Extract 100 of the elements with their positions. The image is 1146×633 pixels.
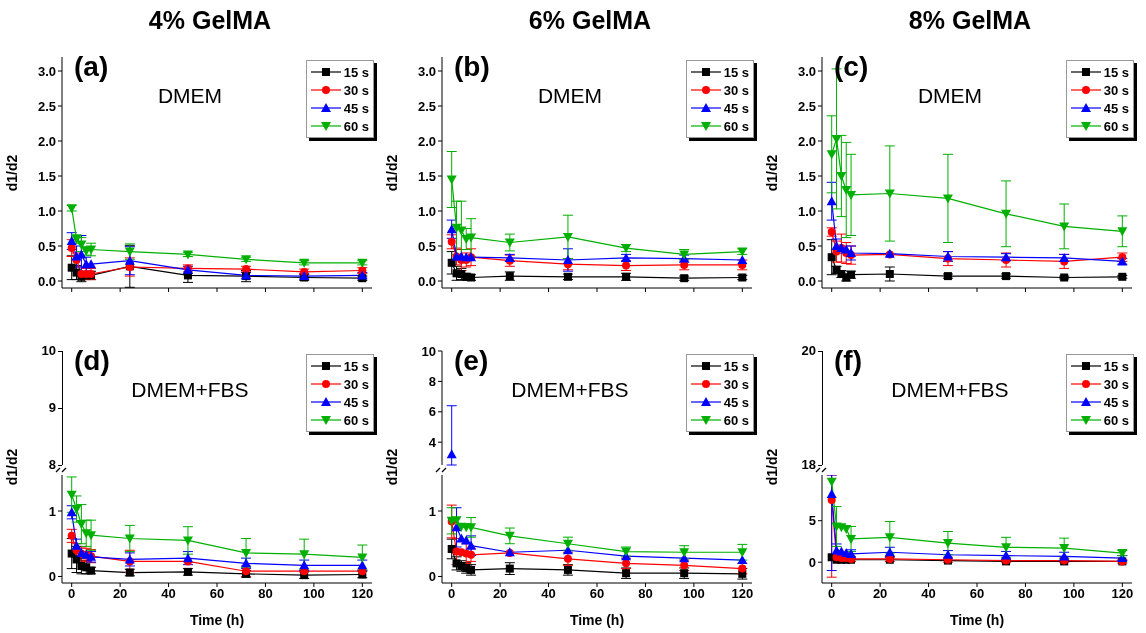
text: DMEM+FBS <box>130 378 250 402</box>
legend-label: 30 s <box>343 82 369 98</box>
y-tick-label: 0.0 <box>417 273 436 289</box>
legend-label: 15 s <box>343 64 369 80</box>
annotation: DMEM <box>156 84 224 108</box>
y-tick-label: 3.0 <box>417 63 436 79</box>
x-tick-label: 120 <box>731 586 754 602</box>
x-tick-label: 80 <box>1018 586 1033 602</box>
text: 20 <box>801 343 816 359</box>
x-tick-label: 100 <box>1063 586 1085 602</box>
y-tick-label: 1.0 <box>417 203 436 219</box>
legend-label: 15 s <box>1103 358 1129 374</box>
y-tick-label: 4 <box>428 434 437 450</box>
x-axis-title: Time (h) <box>949 612 1005 628</box>
x-tick-label: 60 <box>969 586 985 602</box>
y-tick-label: 0.5 <box>37 238 56 254</box>
y-tick-label: 0 <box>428 569 436 585</box>
legend-label: 45 s <box>343 394 369 410</box>
legend-label: 30 s <box>1103 376 1129 392</box>
x-tick-label: 0 <box>828 586 836 602</box>
y-tick-label: 0.5 <box>797 238 816 254</box>
legend-label: 45 s <box>723 100 749 116</box>
x-tick-label: 100 <box>303 586 325 602</box>
y-tick-label: 2.0 <box>797 133 816 149</box>
text: 9 <box>48 400 56 416</box>
x-tick-label: 40 <box>541 586 556 602</box>
annotation: (e) <box>454 345 489 377</box>
y-tick-label: 2.5 <box>797 98 816 114</box>
legend-label: 60 s <box>1103 412 1129 428</box>
y-tick-label: 3.0 <box>797 63 816 79</box>
y-axis-title: d1/d2 <box>764 448 780 486</box>
y-tick-label: 1.0 <box>37 203 56 219</box>
x-tick-label: 0 <box>68 586 76 602</box>
legend-label: 60 s <box>723 118 749 134</box>
x-axis-title: Time (h) <box>189 612 245 628</box>
annotation: DMEM <box>536 84 604 108</box>
x-tick-label: 120 <box>1111 586 1134 602</box>
text: (f) <box>834 345 862 377</box>
text: DMEM+FBS <box>890 378 1010 402</box>
legend-label: 60 s <box>343 118 369 134</box>
text: (d) <box>74 345 110 377</box>
annotation: DMEM <box>916 84 984 108</box>
annotation: (b) <box>454 51 490 83</box>
legend-label: 30 s <box>723 376 749 392</box>
x-tick-label: 40 <box>161 586 176 602</box>
chart-title: 6% GelMA <box>527 5 653 36</box>
legend-label: 15 s <box>343 358 369 374</box>
legend-label: 30 s <box>723 82 749 98</box>
annotation: (c) <box>834 51 869 83</box>
legend-label: 60 s <box>343 412 369 428</box>
legend-label: 60 s <box>1103 118 1129 134</box>
chart-title: 4% GelMA <box>147 5 273 36</box>
text: DMEM+FBS <box>510 378 630 402</box>
y-axis-title: d1/d2 <box>384 448 400 486</box>
x-tick-label: 100 <box>683 586 705 602</box>
y-tick-label: 0.0 <box>37 273 56 289</box>
y-tick-label: 0.0 <box>797 273 816 289</box>
x-tick-label: 0 <box>448 586 456 602</box>
legend-label: 45 s <box>723 394 749 410</box>
chart-title: 8% GelMA <box>907 5 1033 36</box>
x-tick-label: 120 <box>351 586 374 602</box>
legend-label: 15 s <box>723 64 749 80</box>
legend-label: 30 s <box>343 376 369 392</box>
y-tick-label: 0 <box>48 569 56 585</box>
y-tick-label: 8 <box>428 374 436 390</box>
y-tick-label: 10 <box>421 343 436 359</box>
y-tick-label: 1.5 <box>417 168 436 184</box>
x-tick-label: 40 <box>921 586 936 602</box>
x-tick-label: 80 <box>258 586 273 602</box>
y-tick-label: 0 <box>808 554 816 570</box>
y-tick-label: 2.0 <box>417 133 436 149</box>
y-tick-label: 1.0 <box>797 203 816 219</box>
x-tick-label: 60 <box>209 586 225 602</box>
y-tick-label: 2.5 <box>37 98 56 114</box>
annotation: (a) <box>74 51 109 83</box>
y-tick-label: 1.5 <box>37 168 56 184</box>
y-tick-label: 3.0 <box>37 63 56 79</box>
legend-label: 45 s <box>1103 100 1129 116</box>
y-tick-label: 2.5 <box>417 98 436 114</box>
y-tick-label: 2.0 <box>37 133 56 149</box>
x-tick-label: 20 <box>872 586 888 602</box>
y-axis-title: d1/d2 <box>4 448 20 486</box>
y-tick-label: 5 <box>808 513 816 529</box>
y-axis-title: d1/d2 <box>4 154 20 191</box>
legend-label: 15 s <box>723 358 749 374</box>
x-tick-label: 20 <box>112 586 128 602</box>
legend-label: 15 s <box>1103 64 1129 80</box>
legend-label: 30 s <box>1103 82 1129 98</box>
x-tick-label: 60 <box>589 586 605 602</box>
y-axis-title: d1/d2 <box>384 154 400 191</box>
y-tick-label: 1 <box>48 503 56 519</box>
y-tick-label: 1.5 <box>797 168 816 184</box>
legend-label: 45 s <box>343 100 369 116</box>
text: 18 <box>801 457 816 473</box>
y-axis-title: d1/d2 <box>764 154 780 191</box>
legend-label: 45 s <box>1103 394 1129 410</box>
y-tick-label: 1 <box>428 503 436 519</box>
x-axis-title: Time (h) <box>569 612 625 628</box>
x-tick-label: 20 <box>492 586 508 602</box>
legend-label: 60 s <box>723 412 749 428</box>
